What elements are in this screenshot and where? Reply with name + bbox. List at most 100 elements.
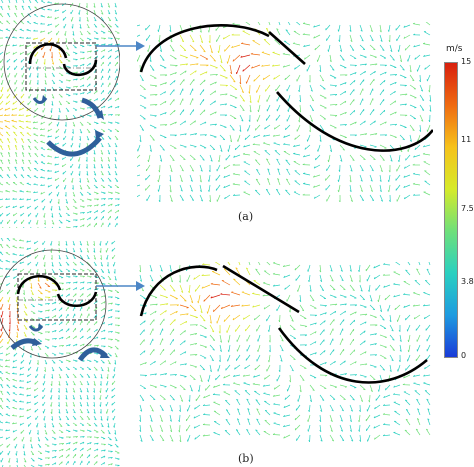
velocity-vector-head <box>8 460 10 463</box>
velocity-vector-head <box>109 138 112 140</box>
velocity-vector <box>264 150 271 156</box>
vortex-arrowhead-right <box>96 110 104 120</box>
velocity-vector <box>58 422 63 427</box>
velocity-vector-head <box>255 429 258 431</box>
velocity-vector <box>12 37 18 39</box>
velocity-vector-head <box>195 133 198 136</box>
velocity-vector <box>79 23 82 29</box>
velocity-vector <box>233 374 241 377</box>
velocity-vector-head <box>308 439 310 442</box>
velocity-vector-head <box>116 26 119 28</box>
velocity-vector-head <box>111 389 113 392</box>
velocity-vector-head <box>413 155 415 158</box>
velocity-vector-head <box>117 204 120 207</box>
velocity-vector <box>114 177 119 182</box>
velocity-vector-head <box>26 409 29 412</box>
velocity-vector-head <box>75 225 78 228</box>
velocity-vector <box>349 274 353 282</box>
velocity-vector <box>159 64 167 69</box>
velocity-vector <box>338 24 341 32</box>
velocity-vector <box>139 350 146 356</box>
velocity-vector <box>409 64 412 73</box>
velocity-vector-head <box>215 377 217 381</box>
velocity-vector-head <box>199 180 202 183</box>
velocity-vector <box>349 110 356 116</box>
velocity-vector <box>107 359 111 365</box>
velocity-vector <box>179 174 183 182</box>
velocity-vector-head <box>11 114 14 116</box>
velocity-vector-head <box>249 110 252 113</box>
velocity-vector <box>26 387 32 390</box>
velocity-vector-head <box>335 104 338 106</box>
velocity-vector <box>65 328 70 333</box>
velocity-vector-head <box>352 289 355 291</box>
velocity-vector <box>114 331 120 334</box>
velocity-vector-head <box>73 40 76 43</box>
velocity-vector-head <box>21 159 24 162</box>
velocity-vector <box>319 329 325 336</box>
velocity-vector-head <box>151 279 154 282</box>
velocity-vector <box>100 16 104 21</box>
velocity-vector <box>389 324 394 332</box>
velocity-vector <box>0 51 4 56</box>
velocity-vector <box>86 328 91 333</box>
velocity-vector-head <box>36 362 39 365</box>
velocity-vector-head <box>273 403 276 405</box>
velocity-vector-head <box>6 384 9 386</box>
velocity-vector <box>58 219 63 224</box>
velocity-vector <box>63 23 67 29</box>
velocity-vector-head <box>280 359 283 362</box>
velocity-vector <box>426 344 431 352</box>
velocity-vector-head <box>354 80 356 83</box>
velocity-vector <box>329 394 336 400</box>
velocity-vector-head <box>364 321 367 324</box>
velocity-vector <box>299 304 305 311</box>
velocity-vector-head <box>20 174 23 176</box>
velocity-vector <box>209 90 216 96</box>
velocity-vector-head <box>47 451 50 453</box>
velocity-vector <box>225 419 231 426</box>
velocity-vector <box>189 109 194 116</box>
velocity-vector <box>228 344 231 352</box>
velocity-vector <box>51 301 57 305</box>
velocity-vector <box>107 121 113 124</box>
velocity-vector <box>202 264 211 266</box>
velocity-vector-head <box>405 418 408 421</box>
velocity-vector <box>93 352 99 354</box>
velocity-vector-head <box>25 114 28 117</box>
velocity-vector <box>93 16 97 22</box>
velocity-vector <box>409 94 417 99</box>
velocity-vector <box>412 23 421 26</box>
colorbar <box>444 62 458 358</box>
velocity-vector-head <box>423 316 426 319</box>
velocity-vector <box>389 134 397 138</box>
velocity-vector <box>289 364 294 372</box>
velocity-vector <box>37 457 43 460</box>
velocity-vector-head <box>93 383 96 386</box>
velocity-vector <box>93 170 97 176</box>
velocity-vector <box>58 100 62 106</box>
velocity-vector-head <box>80 411 83 414</box>
velocity-vector <box>179 284 184 293</box>
velocity-vector <box>0 352 4 355</box>
velocity-vector-head <box>151 439 154 442</box>
velocity-vector-head <box>114 166 117 169</box>
velocity-vector-head <box>419 80 421 83</box>
velocity-vector <box>179 434 182 442</box>
velocity-vector <box>383 284 391 288</box>
velocity-vector-head <box>66 411 69 414</box>
velocity-vector <box>414 280 421 286</box>
velocity-vector <box>326 34 331 41</box>
velocity-vector <box>12 245 18 249</box>
velocity-vector <box>22 0 25 4</box>
velocity-vector <box>349 121 357 126</box>
velocity-vector-head <box>255 399 258 401</box>
velocity-vector <box>179 133 187 136</box>
velocity-vector-head <box>172 49 175 52</box>
velocity-vector <box>208 174 211 182</box>
velocity-vector <box>338 174 341 182</box>
velocity-vector-head <box>220 61 223 64</box>
velocity-vector <box>114 216 119 221</box>
velocity-vector <box>254 364 261 371</box>
velocity-vector <box>349 434 354 442</box>
